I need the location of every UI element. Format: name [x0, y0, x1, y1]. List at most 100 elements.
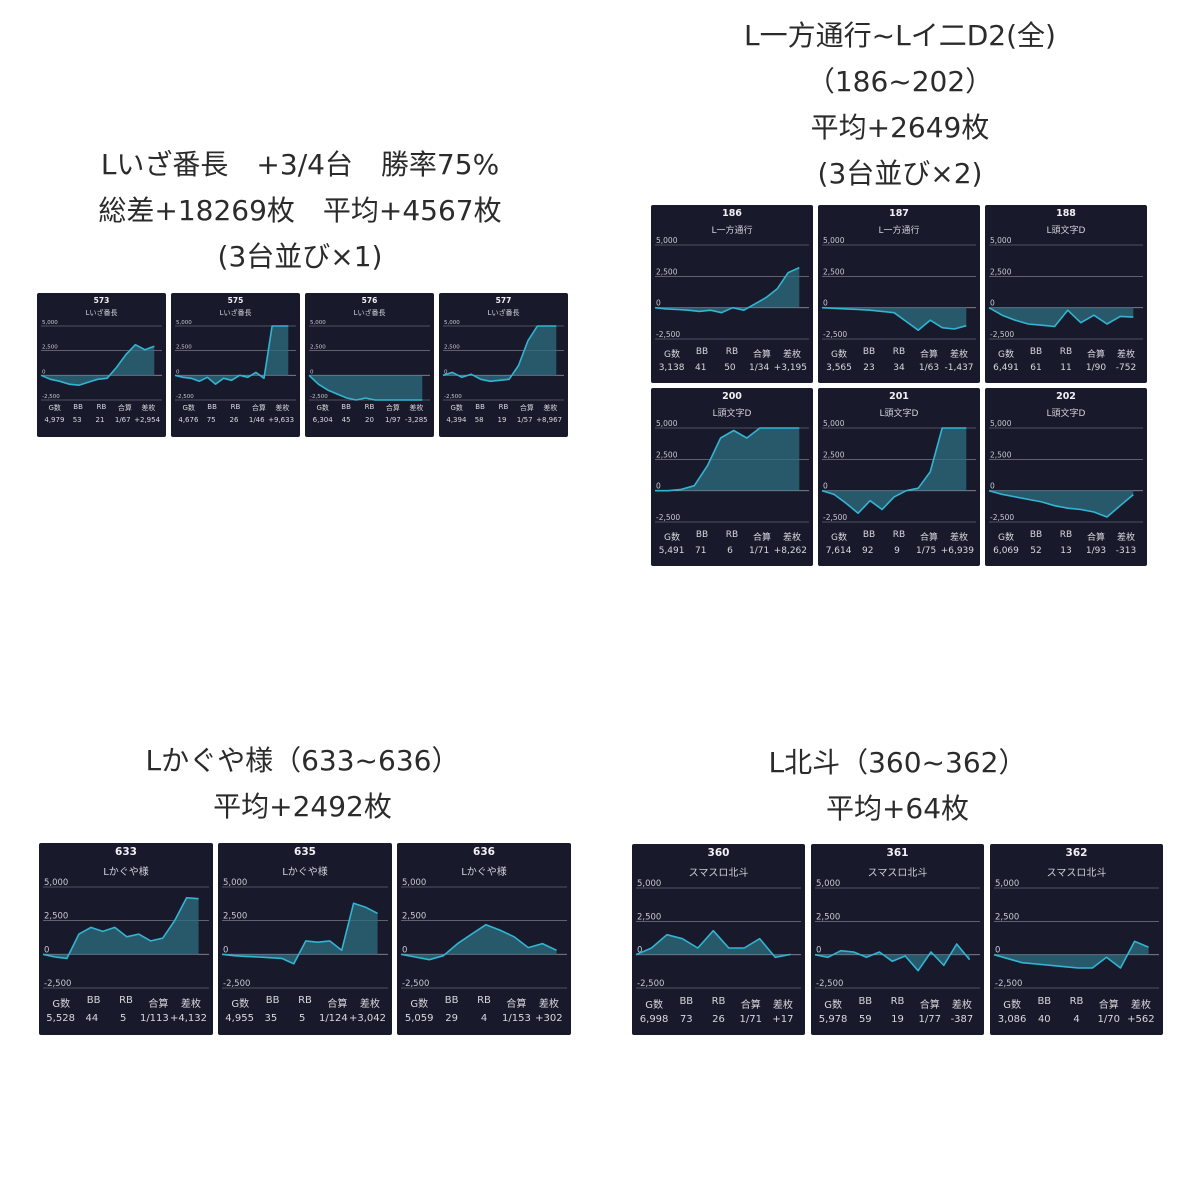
stats-header: G数: [48, 404, 61, 412]
machine-card: 576 Lいざ番長 5,000 2,500 0 -2,500 G数 BB RB 合算 差枚 6,304…: [305, 293, 434, 437]
series-line: [174, 325, 289, 385]
chart-grid: 186 L一方通行 5,000 2,500 0 -2,500 G数 BB RB 合算 差枚 3,138…: [651, 205, 1147, 566]
heading-line: L一方通行~Lイ二D2(全): [744, 19, 1056, 52]
y-tick-label: 5,000: [44, 878, 68, 888]
stats-table: G数 BB RB 合算 差枚 3,138 41 50 1/34 +3,195: [651, 347, 813, 373]
series-area: [636, 930, 791, 958]
y-tick-label: 5,000: [637, 879, 661, 889]
series-line: [988, 307, 1134, 328]
slump-graph: 5,000 2,500 0 -2,500: [400, 878, 567, 989]
stats-header-row: G数 BB RB 合算 差枚: [651, 530, 813, 543]
stats-value: 6,998: [639, 1014, 669, 1025]
stats-header: G数: [645, 1000, 663, 1011]
stats-header: BB: [695, 530, 709, 540]
stats-header: 差枚: [409, 404, 424, 412]
series-area: [401, 924, 557, 960]
stats-header: 合算: [117, 404, 132, 412]
stats-value: 11: [1060, 363, 1072, 373]
stats-value: +17: [772, 1014, 794, 1025]
stats-value: 1/77: [918, 1014, 941, 1025]
series-area: [655, 267, 800, 313]
series-line: [221, 902, 378, 965]
y-tick-label: 2,500: [656, 267, 678, 276]
stats-value: 50: [724, 363, 736, 373]
stats-header: 差枚: [949, 350, 968, 360]
chart-grid: 360 スマスロ北斗 5,000 2,500 0 -2,500 G数 BB RB 合算 差枚 6,99…: [632, 844, 1163, 1035]
stats-header: RB: [725, 530, 739, 540]
series-line: [655, 427, 800, 492]
y-tick-label: 5,000: [310, 320, 326, 326]
stats-header: RB: [364, 403, 375, 411]
stats-header: G数: [824, 1000, 842, 1011]
stats-value-row: 3,138 41 50 1/34 +3,195: [651, 363, 813, 373]
series-area: [822, 307, 967, 331]
stats-header: RB: [498, 403, 509, 411]
y-tick-label: 2,500: [42, 345, 58, 351]
stats-value: 1/71: [739, 1014, 762, 1025]
machine-name: Lいざ番長: [85, 309, 118, 317]
stats-header: BB: [862, 530, 876, 540]
stats-value: 4: [1073, 1014, 1080, 1025]
stats-value: 1/97: [385, 416, 401, 424]
machine-number: 575: [227, 296, 244, 305]
slump-graph: 5,000 2,500 0 -2,500: [993, 879, 1159, 989]
machine-card: 636 Lかぐや様 5,000 2,500 0 -2,500 G数 BB RB 合算 差枚 5,059…: [397, 843, 571, 1035]
stats-header: RB: [1059, 347, 1073, 357]
stats-value: 41: [695, 363, 707, 373]
stats-header: 合算: [385, 404, 400, 412]
series-line: [988, 489, 1134, 518]
stats-header: BB: [207, 403, 217, 411]
stats-value: 73: [679, 1014, 693, 1025]
y-tick-label: 5,000: [656, 419, 678, 428]
stats-table: G数 BB RB 合算 差枚 7,614 92 9 1/75 +6,939: [818, 530, 980, 556]
stats-header: RB: [892, 530, 906, 540]
heading-line: 平均+64枚: [825, 792, 970, 825]
machine-card: 360 スマスロ北斗 5,000 2,500 0 -2,500 G数 BB RB 合算 差枚 6,99…: [632, 844, 805, 1035]
stats-table: G数 BB RB 合算 差枚 4,979 53 21 1/67 +2,954: [37, 403, 166, 424]
stats-value: 5,978: [818, 1014, 848, 1025]
stats-table: G数 BB RB 合算 差枚 4,394 58 19 1/57 +8,967: [439, 403, 568, 424]
stats-header: 合算: [752, 350, 771, 360]
y-tick-label: 0: [823, 482, 828, 491]
y-tick-label: 2,500: [44, 912, 68, 922]
stats-value-row: 4,955 35 5 1/124 +3,042: [218, 1013, 392, 1024]
y-tick-label: 0: [656, 482, 661, 491]
series-line: [40, 343, 155, 386]
machine-card: 633 Lかぐや様 5,000 2,500 0 -2,500 G数 BB RB 合算 差枚 5,528…: [39, 843, 213, 1035]
y-tick-label: -2,500: [310, 394, 328, 400]
machine-number: 187: [889, 208, 909, 219]
series-area: [989, 490, 1134, 517]
machine-name: L一方通行: [878, 226, 920, 236]
y-tick-label: 0: [402, 945, 407, 955]
stats-value: 13: [1060, 546, 1072, 556]
stats-header: BB: [265, 995, 280, 1006]
y-tick-label: 5,000: [990, 419, 1012, 428]
stats-header-row: G数 BB RB 合算 差枚: [305, 403, 434, 413]
stats-header: RB: [230, 403, 241, 411]
stats-value: 58: [474, 416, 484, 424]
stats-value-row: 6,998 73 26 1/71 +17: [632, 1014, 805, 1025]
y-tick-label: 0: [223, 945, 228, 955]
stats-value: 3,565: [826, 363, 852, 373]
machine-card: 577 Lいざ番長 5,000 2,500 0 -2,500 G数 BB RB 合算 差枚 4,394…: [439, 293, 568, 437]
y-tick-label: -2,500: [402, 979, 429, 989]
stats-value: 29: [445, 1013, 458, 1024]
slump-graph: 5,000 2,500 0 -2,500: [221, 878, 388, 989]
stats-header: 合算: [740, 1000, 761, 1011]
stats-header: BB: [444, 995, 459, 1006]
stats-value: 1/34: [748, 363, 770, 373]
stats-value: 35: [264, 1013, 278, 1024]
stats-value: +3,195: [773, 363, 807, 373]
stats-value-row: 5,978 59 19 1/77 -387: [811, 1014, 984, 1025]
y-tick-label: 2,500: [444, 345, 460, 351]
stats-value: 40: [1037, 1014, 1051, 1025]
stats-header: RB: [1059, 530, 1073, 540]
stats-value: 1/63: [918, 363, 940, 373]
stats-value: 5,491: [658, 546, 685, 556]
stats-value: 6: [727, 546, 733, 556]
y-tick-label: -2,500: [44, 979, 71, 989]
stats-header-row: G数 BB RB 合算 差枚: [651, 347, 813, 360]
stats-header: RB: [477, 995, 491, 1006]
stats-value: 4,676: [178, 416, 199, 424]
y-tick-label: -2,500: [656, 513, 680, 522]
